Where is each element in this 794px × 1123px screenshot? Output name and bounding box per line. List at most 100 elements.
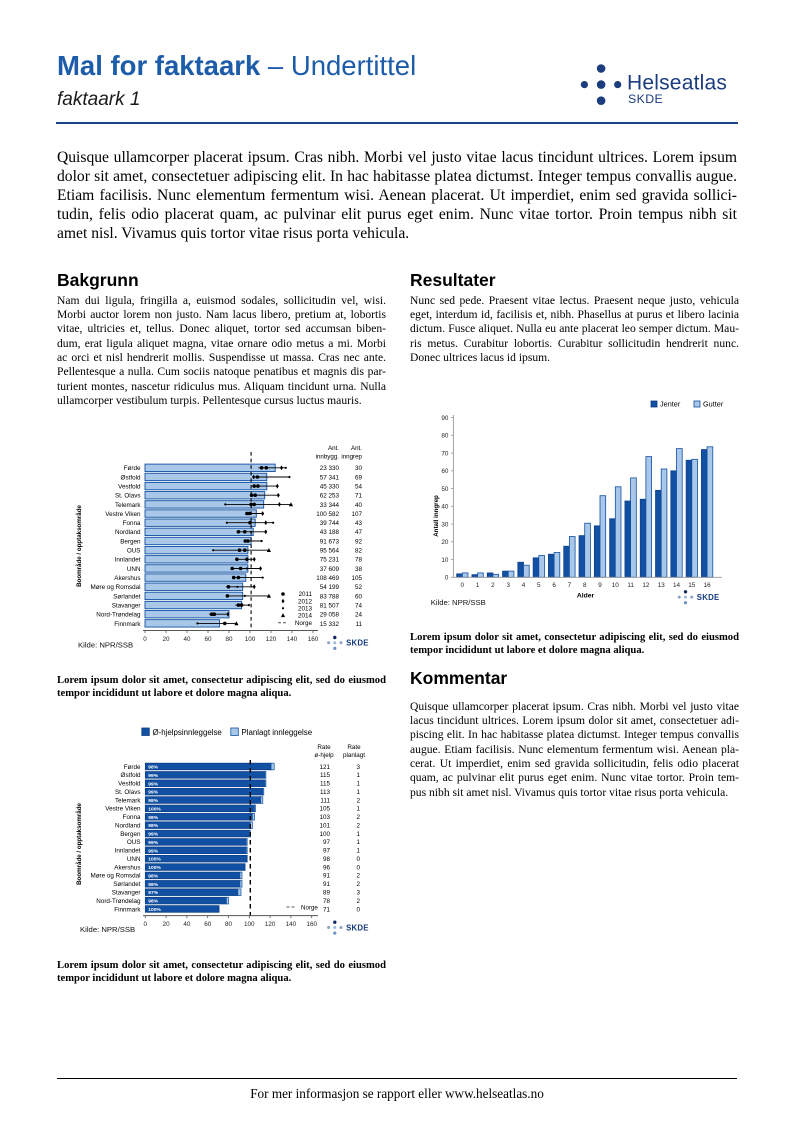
svg-text:40: 40 [355,502,363,509]
svg-text:Finnmark: Finnmark [114,906,141,913]
svg-text:2: 2 [356,823,360,830]
svg-text:1: 1 [356,806,360,813]
svg-text:60: 60 [204,921,212,928]
svg-text:Helseatlas: Helseatlas [627,72,727,95]
svg-text:innbygg.: innbygg. [316,454,340,461]
svg-text:Innlandet: Innlandet [115,848,141,855]
svg-text:UNN: UNN [127,566,141,573]
svg-text:Finnmark: Finnmark [114,621,141,628]
svg-text:SKDE: SKDE [628,92,663,106]
svg-text:SKDE: SKDE [346,639,369,648]
svg-text:2: 2 [356,898,360,905]
svg-text:54 199: 54 199 [320,584,340,591]
svg-text:5: 5 [537,582,541,589]
svg-text:1: 1 [356,831,360,838]
svg-text:2011: 2011 [298,591,312,598]
svg-text:98%: 98% [148,899,158,905]
svg-text:6: 6 [552,582,556,589]
svg-text:Ø-hjelpsinnleggelse: Ø-hjelpsinnleggelse [153,728,223,737]
svg-text:29 058: 29 058 [320,612,340,619]
svg-text:99%: 99% [148,773,158,779]
svg-text:43 188: 43 188 [320,529,340,536]
svg-text:Rate: Rate [317,744,331,751]
svg-text:113: 113 [320,789,331,796]
svg-text:Møre og Romsdal: Møre og Romsdal [90,873,140,880]
svg-text:50: 50 [441,486,449,493]
svg-text:Nord-Trøndelag: Nord-Trøndelag [96,898,141,905]
svg-text:Vestfold: Vestfold [118,781,141,788]
svg-text:100 582: 100 582 [316,511,339,518]
svg-text:54: 54 [355,484,363,491]
svg-text:Nord-Trøndelag: Nord-Trøndelag [96,612,141,619]
svg-text:Ant.: Ant. [351,445,362,452]
svg-text:39 744: 39 744 [320,520,340,527]
svg-text:57 341: 57 341 [320,474,340,481]
svg-text:2012: 2012 [298,598,313,605]
svg-text:Boområde / opptaksområde: Boområde / opptaksområde [76,505,83,587]
svg-text:1: 1 [356,789,360,796]
svg-text:160: 160 [308,636,319,643]
svg-text:Kilde: NPR/SSB: Kilde: NPR/SSB [431,598,486,607]
svg-text:100%: 100% [148,907,161,913]
svg-text:Kilde: NPR/SSB: Kilde: NPR/SSB [78,641,133,650]
svg-text:98%: 98% [148,765,158,771]
svg-text:140: 140 [286,921,297,928]
svg-text:Nordland: Nordland [115,823,141,830]
svg-text:Østfold: Østfold [121,772,141,779]
svg-text:33 344: 33 344 [320,502,340,509]
svg-text:10: 10 [441,557,449,564]
svg-text:Alder: Alder [577,593,595,600]
svg-text:St. Olavs: St. Olavs [115,493,141,500]
svg-text:20: 20 [441,539,449,546]
svg-text:2014: 2014 [298,613,313,620]
svg-text:Vestfold: Vestfold [118,484,141,491]
svg-text:98%: 98% [148,798,158,804]
svg-text:14: 14 [673,582,681,589]
svg-text:Bergen: Bergen [120,538,141,545]
svg-text:160: 160 [306,921,317,928]
svg-text:81 507: 81 507 [320,603,340,610]
svg-text:Innlandet: Innlandet [115,557,141,564]
svg-text:71: 71 [355,493,363,500]
svg-text:Østfold: Østfold [121,474,141,481]
svg-text:11: 11 [355,621,362,628]
svg-text:38: 38 [355,566,363,573]
svg-text:40: 40 [183,636,191,643]
svg-text:0: 0 [143,636,147,643]
svg-text:1: 1 [356,848,360,855]
svg-text:74: 74 [355,603,363,610]
svg-text:0: 0 [356,864,360,871]
svg-text:Jenter: Jenter [660,400,681,409]
svg-text:2: 2 [491,582,495,589]
svg-text:Førde: Førde [124,465,141,472]
svg-text:10: 10 [612,582,620,589]
svg-text:Vestre Viken: Vestre Viken [105,511,141,518]
svg-text:Boområde / opptaksområde: Boområde / opptaksområde [76,803,83,885]
svg-text:100%: 100% [148,806,161,812]
svg-text:78: 78 [323,898,331,905]
svg-text:SKDE: SKDE [697,593,720,602]
svg-text:Planlagt innleggelse: Planlagt innleggelse [242,728,313,737]
svg-text:Vestre Viken: Vestre Viken [105,806,141,813]
svg-text:4: 4 [522,582,526,589]
svg-text:16: 16 [704,582,712,589]
svg-text:100%: 100% [148,857,161,863]
svg-text:90: 90 [441,415,449,422]
svg-text:105: 105 [351,575,362,582]
svg-text:60: 60 [355,593,363,600]
svg-text:planlagt: planlagt [343,752,365,759]
svg-text:98%: 98% [148,815,158,821]
svg-text:97%: 97% [148,890,158,896]
svg-text:2: 2 [356,873,360,880]
svg-text:Stavanger: Stavanger [112,603,141,610]
svg-text:Akershus: Akershus [114,864,140,871]
svg-text:37 609: 37 609 [320,566,340,573]
svg-text:115: 115 [320,772,331,779]
svg-text:100: 100 [244,921,255,928]
svg-text:98: 98 [323,856,331,863]
svg-text:100%: 100% [148,865,161,871]
svg-text:15: 15 [688,582,696,589]
svg-text:98%: 98% [148,882,158,888]
svg-text:0: 0 [356,906,360,913]
svg-text:Møre og Romsdal: Møre og Romsdal [90,584,140,591]
